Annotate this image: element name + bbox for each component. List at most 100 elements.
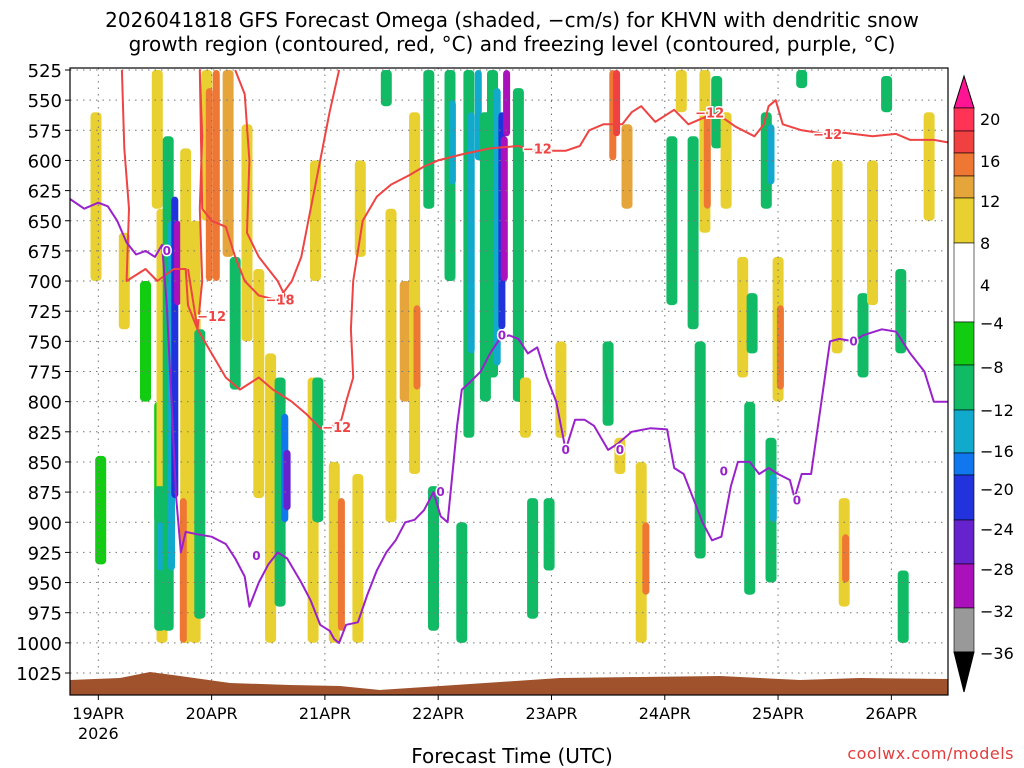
y-tick-label: 950: [28, 574, 62, 595]
colorbar-top-arrow: [953, 74, 975, 109]
chart-title-line-2: growth region (contoured, red, °C) and f…: [128, 32, 896, 56]
x-tick-label: 24APR: [639, 704, 691, 723]
colorbar-tick-label: −24: [980, 520, 1014, 539]
x-tick-label: 22APR: [412, 704, 464, 723]
omega-cell: [265, 353, 277, 643]
credit-text: coolwx.com/models: [847, 744, 1014, 763]
y-tick-label: 1025: [16, 664, 62, 685]
contour-layer: −12 −18 −12 −12 −12 −12 0 0 0 0 0 0 0 0 0: [70, 69, 948, 644]
y-tick-label: 550: [28, 91, 62, 112]
omega-cell: [456, 522, 468, 643]
colorbar-bottom-arrow: [953, 651, 975, 693]
colorbar-band: [953, 321, 975, 366]
colorbar-tick-label: 16: [980, 152, 1000, 171]
chart-title-line-1: 2026041818 GFS Forecast Omega (shaded, −…: [105, 8, 919, 32]
omega-cell: [613, 70, 621, 137]
omega-cell: [666, 136, 678, 306]
colorbar-tick-label: −32: [980, 602, 1014, 621]
omega-cell: [337, 498, 345, 631]
omega-cell: [229, 256, 241, 390]
omega-cell: [675, 70, 687, 113]
dgz-contour-line: [187, 99, 948, 430]
omega-cell: [687, 136, 699, 330]
omega-cell: [328, 461, 340, 643]
y-tick-label: 675: [28, 242, 62, 263]
colorbar-tick-label: −20: [980, 480, 1014, 499]
colorbar-band: [953, 474, 975, 521]
y-tick-label: 825: [28, 423, 62, 444]
dgz-contour-line: [120, 69, 341, 331]
y-tick-label: 925: [28, 543, 62, 564]
omega-cell: [635, 461, 647, 643]
colorbar-tick-label: 4: [980, 276, 990, 295]
omega-cell: [867, 160, 878, 306]
omega-cell: [448, 100, 456, 185]
omega-cell: [744, 401, 756, 595]
omega-cell: [312, 377, 324, 523]
omega-cell: [95, 455, 107, 565]
omega-cell: [151, 70, 163, 209]
omega-cell: [881, 76, 893, 113]
x-tick-label: 19APR: [72, 704, 124, 723]
ground-layer: [70, 672, 948, 695]
omega-cell: [194, 329, 206, 619]
omega-cell: [428, 486, 439, 631]
dgz-contour-line: [234, 69, 288, 301]
colorbar-tick-label: 8: [980, 234, 990, 253]
colorbar-band: [953, 242, 975, 323]
x-tick-label: 26APR: [865, 704, 917, 723]
freezing-contour-label: 0: [849, 334, 857, 348]
y-tick-label: 800: [28, 393, 62, 414]
omega-cell: [423, 70, 435, 209]
y-tick-label: 525: [28, 61, 62, 82]
y-tick-label: 875: [28, 483, 62, 504]
omega-cell: [157, 522, 165, 571]
y-tick-label: 600: [28, 151, 62, 172]
omega-cell: [520, 377, 531, 438]
omega-cell: [602, 341, 614, 426]
omega-cell: [380, 70, 392, 107]
dgz-contour-label: −12: [695, 106, 724, 121]
freezing-level-line: [70, 198, 948, 644]
colorbar-band: [953, 107, 975, 132]
omega-cell: [222, 70, 234, 257]
omega-cell: [694, 341, 706, 559]
omega-cell: [413, 305, 421, 390]
omega-cell: [205, 88, 213, 282]
colorbar-tick-label: 20: [980, 110, 1000, 129]
colorbar-band: [953, 409, 975, 454]
omega-cell: [467, 112, 475, 354]
colorbar-band: [953, 130, 975, 154]
freezing-contour-label: 0: [561, 443, 569, 457]
colorbar-band: [953, 607, 975, 653]
x-tick-label: 20APR: [186, 704, 238, 723]
dgz-contour-label: −12: [523, 143, 552, 158]
freezing-contour-label: 0: [436, 485, 444, 499]
y-tick-label: 625: [28, 182, 62, 203]
colorbar-band: [953, 197, 975, 244]
y-axis: 525 550 575 600 625 650 675 700 725 750 775 800 825 8…: [16, 61, 70, 685]
omega-cell: [923, 112, 935, 221]
colorbar-band: [953, 175, 975, 199]
omega-cell: [642, 522, 650, 595]
omega-cell: [174, 220, 182, 306]
colorbar-band: [953, 563, 975, 609]
grid-layer: [70, 68, 948, 695]
omega-cell: [831, 160, 843, 354]
freezing-contour-label: 0: [616, 443, 624, 457]
omega-cell: [842, 534, 850, 583]
omega-cell: [212, 70, 220, 281]
freezing-contour-label: 0: [720, 465, 728, 479]
y-tick-label: 1000: [16, 634, 62, 655]
y-tick-label: 700: [28, 272, 62, 293]
omega-cell: [746, 293, 758, 354]
y-tick-label: 725: [28, 302, 62, 323]
ground-surface: [70, 672, 948, 695]
colorbar-tick-label: −16: [980, 442, 1014, 461]
freezing-contour-label: 0: [163, 244, 171, 258]
colorbar-tick-label: −12: [980, 401, 1014, 420]
omega-cell: [720, 112, 732, 209]
omega-cell: [527, 498, 539, 619]
x-axis-label: Forecast Time (UTC): [411, 744, 613, 768]
